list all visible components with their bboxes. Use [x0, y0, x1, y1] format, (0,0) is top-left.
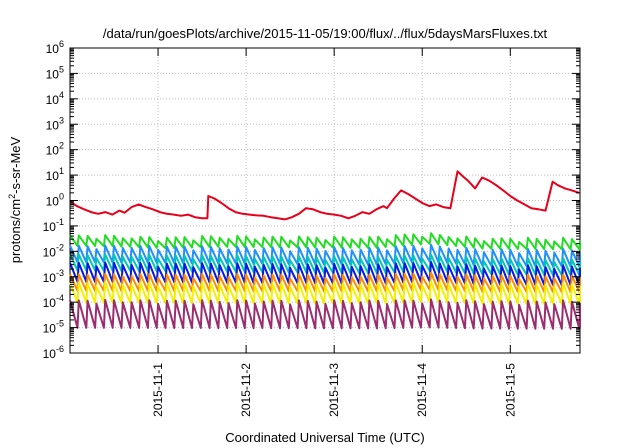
x-axis-ticks: 2015-11-1 2015-11-2 2015-11-3 2015-11-4 2015…: [151, 48, 517, 417]
y-tick-label-exp: 5: [59, 64, 64, 74]
y-tick-label: 10-4: [43, 293, 64, 310]
y-tick-label-base: 10: [43, 296, 57, 310]
y-tick-label-base: 10: [46, 93, 60, 107]
y-tick-label-base: 10: [43, 271, 57, 285]
y-tick-label-exp: -3: [56, 268, 64, 278]
y-tick-label-exp: 6: [59, 39, 64, 49]
y-tick-label-base: 10: [43, 347, 57, 361]
y-tick-label: 101: [46, 166, 64, 183]
y-tick-label-base: 10: [43, 245, 57, 259]
series-layer: [69, 170, 581, 330]
y-tick-label: 10-6: [43, 344, 64, 361]
y-tick-label-exp: -4: [56, 293, 64, 303]
y-tick-label-base: 10: [46, 42, 60, 56]
y-tick-label-base: 10: [46, 118, 60, 132]
x-tick-label: 2015-11-1: [151, 363, 165, 417]
y-tick-label-exp: -5: [56, 319, 64, 329]
y-tick-label: 102: [46, 141, 64, 158]
y-tick-label: 104: [46, 90, 64, 107]
x-axis-label: Coordinated Universal Time (UTC): [225, 430, 424, 445]
y-axis-label-sup: 2: [7, 194, 17, 199]
y-axis-label: protons/cm2-s-sr-MeV: [7, 136, 23, 263]
y-tick-label-exp: -1: [56, 217, 64, 227]
y-tick-label-base: 10: [43, 322, 57, 336]
y-axis-ticks: 10610510410310210110010-110-210-310-410-…: [43, 39, 580, 361]
x-tick-label: 2015-11-2: [239, 363, 253, 417]
y-axis-label-prefix: protons/cm: [8, 199, 23, 263]
x-tick-label: 2015-11-5: [503, 363, 517, 417]
y-tick-label: 10-2: [43, 242, 64, 259]
y-tick-label: 105: [46, 64, 64, 81]
y-tick-label: 103: [46, 115, 64, 132]
chart-title: /data/run/goesPlots/archive/2015-11-05/1…: [103, 26, 548, 41]
y-tick-label-exp: 0: [59, 192, 64, 202]
y-tick-label: 106: [46, 39, 64, 56]
y-tick-label-base: 10: [46, 144, 60, 158]
y-tick-label: 10-3: [43, 268, 64, 285]
y-tick-label: 10-1: [43, 217, 64, 234]
y-tick-label-exp: -6: [56, 344, 64, 354]
series-line-7: [69, 280, 581, 306]
y-tick-label: 10-5: [43, 319, 64, 336]
series-line-8: [69, 298, 581, 330]
y-tick-label: 100: [46, 192, 64, 209]
y-tick-label-base: 10: [46, 67, 60, 81]
y-tick-label-base: 10: [43, 220, 57, 234]
x-tick-label: 2015-11-4: [415, 363, 429, 417]
y-tick-label-base: 10: [46, 195, 60, 209]
y-tick-label-exp: -2: [56, 242, 64, 252]
x-tick-label: 2015-11-3: [327, 363, 341, 417]
y-tick-label-exp: 1: [59, 166, 64, 176]
y-tick-label-exp: 4: [59, 90, 64, 100]
series-line-2: [69, 232, 581, 251]
y-axis-label-suffix: -s-sr-MeV: [8, 136, 23, 193]
series-line-1: [69, 170, 580, 221]
y-tick-label-exp: 2: [59, 141, 64, 151]
y-tick-label-base: 10: [46, 169, 60, 183]
y-tick-label-exp: 3: [59, 115, 64, 125]
